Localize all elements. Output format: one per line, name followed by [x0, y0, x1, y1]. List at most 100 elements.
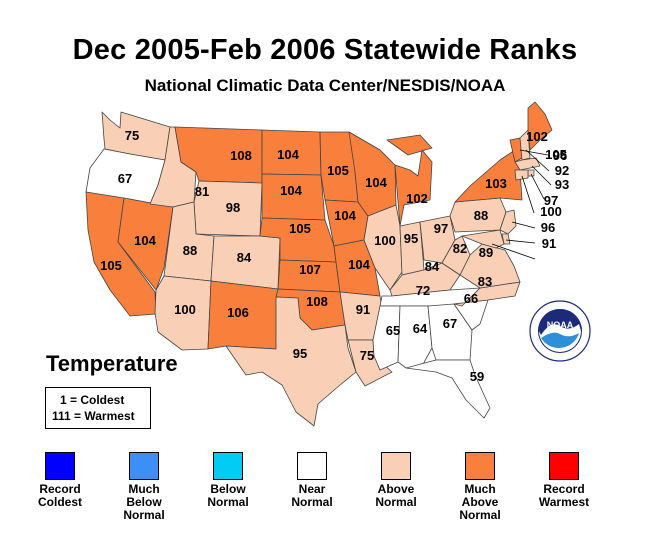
leader-line-nh [525, 149, 550, 172]
leader-line-ct [521, 175, 535, 214]
rank-key-box: 1 = Coldest 111 = Warmest [45, 387, 151, 429]
state-rank-label-nh: 96 [553, 148, 567, 163]
map-title: Dec 2005-Feb 2006 Statewide Ranks [72, 34, 578, 66]
state-rank-label-ok: 108 [306, 294, 328, 309]
state-rank-label-il: 100 [374, 233, 396, 248]
state-rank-label-ar: 91 [356, 302, 370, 317]
state-rank-label-nc: 83 [478, 274, 492, 289]
state-rank-label-al: 64 [413, 321, 428, 336]
state-rank-label-la: 75 [360, 348, 374, 363]
state-rank-label-pa: 88 [474, 208, 488, 223]
legend-swatch-record-warmest [549, 452, 579, 480]
leader-line-ma [531, 165, 552, 186]
state-rank-label-in: 95 [404, 231, 418, 246]
state-rank-label-de: 96 [541, 220, 555, 235]
leader-line-vt [519, 149, 549, 156]
state-shape-nh [519, 129, 531, 161]
state-shape-in [399, 221, 425, 276]
state-rank-label-ct: 97 [544, 193, 558, 208]
state-rank-label-nj: 100 [540, 204, 562, 219]
leader-line-ri [530, 173, 545, 200]
legend-item-much-below-normal: Much Below Normal [99, 452, 189, 522]
state-rank-label-wa: 75 [125, 128, 139, 143]
state-rank-label-mo: 104 [348, 257, 370, 272]
legend-swatch-below-normal [213, 452, 243, 480]
legend-swatch-record-coldest [45, 452, 75, 480]
state-shape-nj [499, 209, 517, 235]
state-rank-label-az: 100 [174, 302, 196, 317]
state-rank-label-id: 81 [195, 184, 209, 199]
legend-item-record-coldest: Record Coldest [15, 452, 105, 509]
state-rank-label-oh: 97 [434, 221, 448, 236]
state-shape-mi [386, 134, 433, 227]
state-rank-label-ri: 93 [555, 177, 569, 192]
state-rank-label-fl: 59 [470, 369, 484, 384]
legend-label-much-above-normal: Much Above Normal [459, 482, 501, 522]
leader-lines [491, 149, 552, 260]
state-rank-label-tn: 72 [416, 283, 430, 298]
legend-label-much-below-normal: Much Below Normal [123, 482, 165, 522]
legend-swatch-near-normal [297, 452, 327, 480]
variable-label: Temperature [46, 351, 178, 376]
state-rank-label-ny: 103 [485, 176, 507, 191]
leader-line-de [505, 239, 536, 244]
state-rank-label-ca: 105 [100, 258, 122, 273]
state-labels: 75 67 105 104 81 108 98 88 100 84 106 104 104 105 107 1… [100, 128, 569, 384]
state-rank-label-ia: 104 [334, 208, 356, 223]
legend-label-below-normal: Below Normal [207, 482, 249, 509]
state-rank-label-sd: 104 [280, 183, 302, 198]
legend-label-record-coldest: Record Coldest [37, 482, 82, 509]
state-shape-il [363, 204, 403, 291]
noaa-logo-text: NOAA [547, 320, 574, 330]
state-rank-label-ms: 65 [386, 323, 400, 338]
legend-label-record-warmest: Record Warmest [538, 482, 590, 509]
state-rank-label-sc: 66 [464, 291, 478, 306]
legend-label-near-normal: Near Normal [291, 482, 333, 509]
legend-item-near-normal: Near Normal [267, 452, 357, 509]
state-rank-label-mt: 108 [230, 148, 252, 163]
state-rank-label-nd: 104 [277, 147, 299, 162]
state-rank-label-or: 67 [118, 171, 132, 186]
state-shape-wv [441, 235, 471, 276]
state-shape-tx [225, 296, 357, 427]
state-rank-label-wy: 98 [226, 200, 240, 215]
state-shape-ri [527, 169, 535, 177]
state-rank-label-wi: 104 [365, 175, 387, 190]
legend-swatch-above-normal [381, 452, 411, 480]
key-warmest: 111 = Warmest [52, 409, 135, 423]
leader-line-nj [511, 221, 536, 229]
state-shape-fl [405, 359, 491, 419]
state-shape-md [461, 229, 505, 249]
state-shape-wy [193, 180, 263, 237]
state-shape-ct [514, 169, 529, 181]
state-rank-label-ky: 84 [425, 259, 440, 274]
legend-swatch-much-below-normal [129, 452, 159, 480]
state-shape-co [210, 235, 281, 290]
state-rank-label-nv: 104 [134, 233, 156, 248]
map-subtitle: National Climatic Data Center/NESDIS/NOA… [144, 76, 506, 95]
state-rank-label-va: 89 [479, 245, 493, 260]
state-rank-label-nm: 106 [227, 305, 249, 320]
key-coldest: 1 = Coldest [60, 393, 125, 407]
state-shape-va [459, 243, 521, 289]
legend-item-much-above-normal: Much Above Normal [435, 452, 525, 522]
leader-line-md [491, 243, 536, 260]
state-shape-ma [514, 157, 541, 171]
state-rank-label-me: 102 [526, 129, 548, 144]
state-rank-label-vt: 105 [545, 147, 567, 162]
state-rank-label-md: 91 [542, 236, 556, 251]
state-rank-label-ga: 67 [443, 316, 457, 331]
state-rank-label-ne: 105 [289, 221, 311, 236]
state-rank-label-ma: 92 [555, 163, 569, 178]
state-shape-al [397, 305, 433, 369]
legend-label-above-normal: Above Normal [375, 482, 417, 509]
legend-item-above-normal: Above Normal [351, 452, 441, 509]
state-shapes [85, 101, 553, 427]
legend-swatch-much-above-normal [465, 452, 495, 480]
legend-item-below-normal: Below Normal [183, 452, 273, 509]
state-rank-label-wv: 82 [453, 241, 467, 256]
state-rank-label-mn: 105 [327, 163, 349, 178]
state-rank-label-mi: 102 [406, 191, 428, 206]
